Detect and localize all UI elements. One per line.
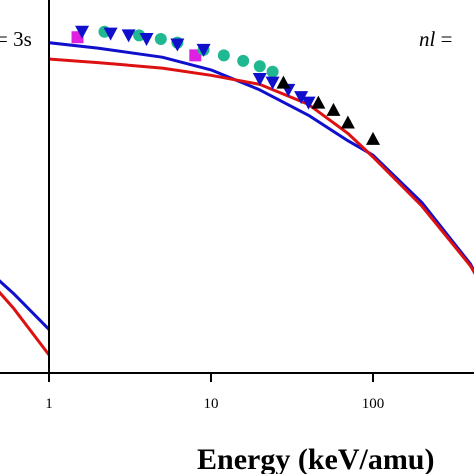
panel-label-left: = 3s bbox=[0, 27, 32, 51]
panel-0-series-0-line bbox=[0, 279, 48, 331]
marker-triangle-up-1 bbox=[311, 95, 326, 109]
marker-triangle-down-6 bbox=[252, 72, 267, 86]
marker-triangle-down-4 bbox=[170, 38, 185, 52]
marker-triangle-down-2 bbox=[121, 29, 136, 43]
marker-circle-2 bbox=[154, 33, 167, 46]
marker-triangle-up-2 bbox=[326, 102, 341, 116]
marker-circle-6 bbox=[237, 54, 250, 67]
marker-circle-1 bbox=[133, 29, 146, 42]
marker-triangle-up-4 bbox=[366, 131, 380, 145]
marker-triangle-up-3 bbox=[340, 115, 355, 129]
marker-circle-7 bbox=[253, 60, 266, 73]
panel-1-series-0-line bbox=[50, 41, 474, 275]
x-tick-label-10: 10 bbox=[204, 396, 219, 412]
marker-triangle-down-0 bbox=[75, 25, 90, 39]
marker-triangle-down-3 bbox=[139, 33, 154, 47]
marker-square-0 bbox=[71, 31, 84, 44]
marker-triangle-down-10 bbox=[301, 96, 316, 110]
marker-circle-5 bbox=[217, 49, 230, 62]
x-tick-label-100: 100 bbox=[362, 396, 385, 412]
panel-label-right: nl = bbox=[419, 27, 452, 51]
panel-label-right-suffix: = bbox=[435, 27, 452, 51]
marker-triangle-down-9 bbox=[294, 91, 309, 105]
marker-circle-8 bbox=[266, 65, 279, 78]
panel-1-series-1-line bbox=[50, 57, 474, 276]
panel-0-series-1-line bbox=[0, 290, 48, 357]
x-tick-label-1: 1 bbox=[45, 396, 53, 412]
panel-label-right-prefix: nl bbox=[419, 27, 436, 51]
marker-triangle-down-7 bbox=[265, 76, 280, 90]
marker-triangle-up-0 bbox=[276, 75, 291, 89]
marker-triangle-down-1 bbox=[103, 27, 118, 41]
x-axis-title: Energy (keV/amu) bbox=[197, 443, 434, 474]
marker-triangle-down-5 bbox=[196, 43, 211, 57]
